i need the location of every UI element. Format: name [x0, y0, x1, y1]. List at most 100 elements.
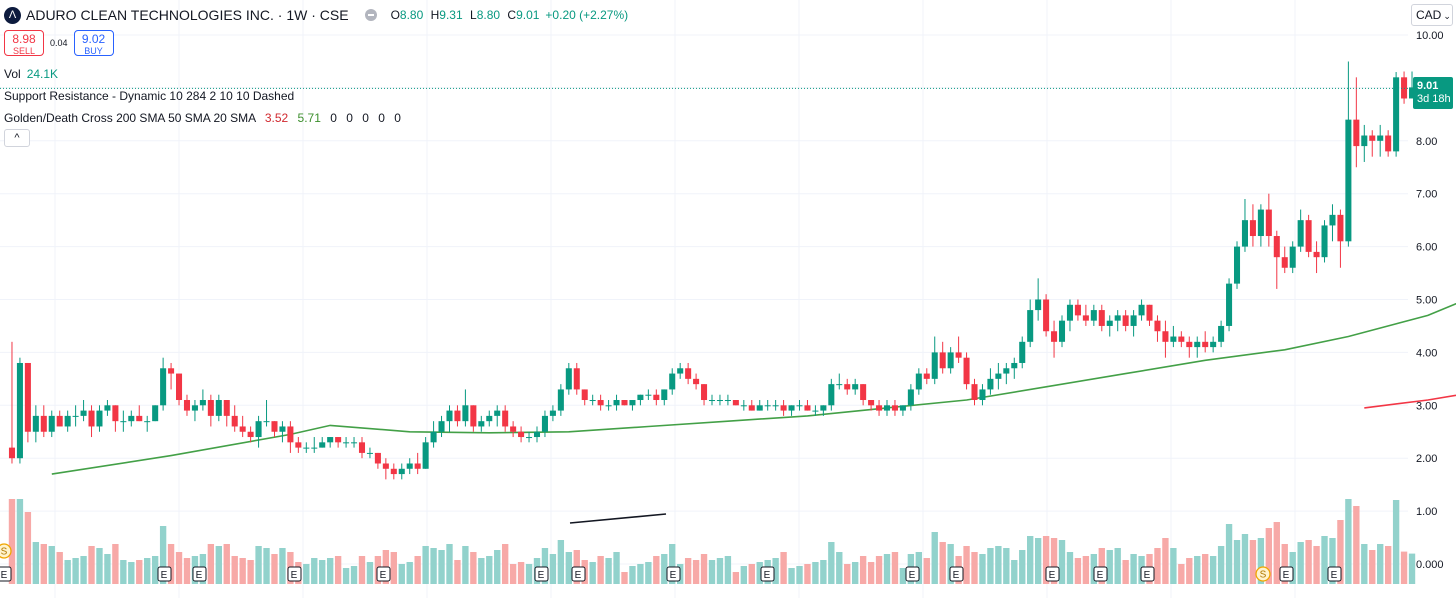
split-marker	[1255, 566, 1271, 582]
chevron-down-icon: ⌄	[1443, 11, 1451, 21]
candle-body	[414, 463, 421, 469]
volume-bar	[1225, 524, 1233, 584]
sell-button[interactable]: 8.98 SELL	[4, 30, 44, 56]
y-tick-label: 3.00	[1416, 400, 1437, 412]
volume-legend[interactable]: Vol 24.1K	[4, 67, 58, 81]
volume-bar	[56, 552, 63, 584]
candle-body	[971, 384, 978, 401]
y-tick-label: 2.00	[1416, 453, 1437, 465]
candle-body	[526, 437, 533, 439]
collapse-legend-icon[interactable]	[364, 9, 377, 21]
indicator-args: 200 SMA 50 SMA 20 SMA	[116, 111, 256, 125]
candle-body	[1178, 336, 1185, 342]
candle-body	[1353, 119, 1360, 147]
symbol-title[interactable]: ADURO CLEAN TECHNOLOGIES INC. · 1W · CSE	[26, 7, 349, 23]
volume-bar	[525, 564, 533, 584]
candle-body	[1210, 341, 1217, 348]
earnings-marker-label: E	[1144, 570, 1151, 581]
candle-body	[876, 405, 883, 411]
candle-body	[319, 442, 326, 448]
volume-bar	[1019, 550, 1026, 584]
candle-body	[279, 426, 286, 432]
volume-bar	[1384, 546, 1392, 584]
candle-body	[1114, 315, 1121, 321]
support-resistance-legend[interactable]: Support Resistance - Dynamic 10 284 2 10…	[4, 89, 294, 103]
candle-body	[1043, 299, 1050, 332]
sma200-line	[1364, 394, 1456, 409]
candle-body	[868, 400, 875, 406]
candle-body	[1154, 320, 1161, 332]
volume-bar	[223, 544, 230, 584]
volume-bar	[144, 558, 151, 584]
volume-bar	[104, 554, 111, 584]
volume-bar	[1249, 540, 1257, 584]
volume-bar	[175, 552, 183, 584]
volume-bar	[891, 552, 899, 584]
currency-selector[interactable]: CAD ⌄	[1411, 4, 1453, 26]
earnings-marker	[534, 566, 549, 582]
candle-body	[557, 389, 564, 411]
candle-body	[462, 405, 469, 422]
volume-bar	[1345, 499, 1352, 584]
close-value: 9.01	[516, 8, 540, 22]
candle-body	[708, 400, 716, 402]
volume-bar	[303, 564, 310, 584]
candle-body	[1329, 214, 1336, 226]
volume-bar	[875, 556, 883, 584]
buy-button[interactable]: 9.02 BUY	[73, 30, 114, 56]
volume-bar	[836, 552, 843, 584]
candle-body	[72, 415, 79, 417]
volume-bar	[80, 556, 87, 584]
candle-body	[605, 405, 612, 407]
candle-body	[1241, 220, 1248, 247]
volume-bar	[311, 558, 318, 584]
golden-death-cross-legend[interactable]: Golden/Death Cross 200 SMA 50 SMA 20 SMA…	[4, 111, 404, 125]
candle-body	[740, 405, 747, 407]
candle-body	[1162, 331, 1169, 342]
volume-bar	[1353, 506, 1360, 584]
legend-toggle-button[interactable]: ^	[4, 129, 30, 147]
candle-body	[351, 442, 358, 444]
volume-bar	[867, 562, 875, 584]
candle-body	[533, 431, 541, 438]
open-label: O	[390, 8, 400, 22]
candle-body	[804, 405, 811, 411]
candle-body	[486, 415, 493, 422]
candle-body	[144, 421, 151, 423]
candle-body	[828, 384, 835, 406]
sell-price: 8.98	[12, 32, 36, 46]
earnings-marker-label: E	[161, 570, 168, 581]
candle-body	[255, 421, 262, 438]
volume-bar	[549, 554, 557, 584]
volume-bar	[780, 552, 787, 584]
bar-countdown: 3d 18h	[1417, 93, 1451, 105]
volume-bar	[923, 558, 930, 584]
candle-body	[1289, 246, 1296, 268]
volume-bar	[151, 556, 159, 584]
candle-body	[1297, 220, 1304, 247]
volume-bar	[852, 562, 859, 584]
candle-body	[732, 400, 739, 406]
y-tick-label: 10.00	[1416, 30, 1444, 42]
symbol-header: Λ ADURO CLEAN TECHNOLOGIES INC. · 1W · C…	[4, 5, 628, 25]
volume-bar	[1377, 544, 1384, 584]
candle-body	[677, 368, 684, 374]
candle-body	[669, 373, 676, 390]
earnings-marker-label: E	[1, 570, 8, 581]
candle-body	[343, 442, 350, 444]
volume-bar	[1392, 500, 1400, 584]
volume-bar	[1058, 540, 1066, 584]
candle-body	[1122, 315, 1129, 326]
candle-body	[1337, 214, 1344, 242]
candle-body	[1408, 87, 1416, 99]
candle-body	[1194, 341, 1201, 348]
candle-body	[1011, 362, 1018, 369]
spread-value: 0.04	[50, 38, 68, 48]
volume-bar	[732, 572, 740, 584]
candle-body	[812, 410, 819, 412]
volume-bar	[1233, 540, 1241, 584]
candle-body	[852, 384, 859, 390]
candle-body	[56, 415, 63, 427]
volume-bar	[1281, 544, 1288, 584]
